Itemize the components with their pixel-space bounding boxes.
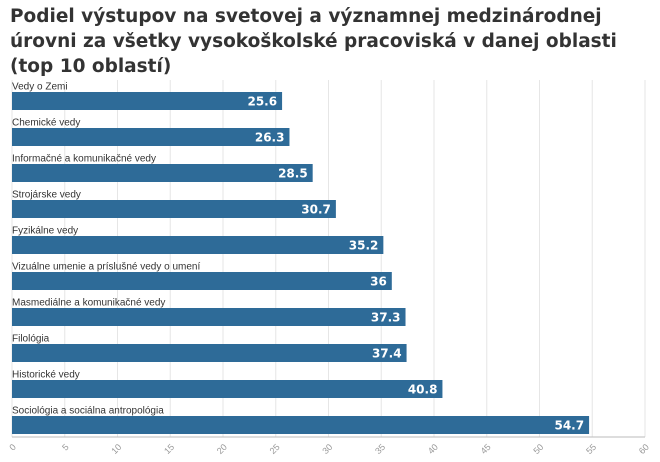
bar-value-label: 35.2 [349, 239, 379, 253]
x-tick-label: 40 [426, 442, 440, 456]
bar [12, 200, 336, 218]
bar [12, 272, 392, 290]
x-tick-label: 15 [162, 442, 176, 456]
category-label: Strojárske vedy [12, 190, 81, 201]
x-tick-label: 35 [373, 442, 387, 456]
bar-value-label: 37.3 [371, 311, 401, 325]
bar-value-label: 37.4 [372, 347, 402, 361]
bar [12, 344, 407, 362]
x-axis: 0 5 10 15 20 25 30 35 40 45 50 55 60 [7, 436, 651, 456]
x-tick-label: 45 [479, 442, 493, 456]
category-label: Sociológia a sociálna antropológia [12, 406, 164, 417]
bar-value-label: 26.3 [255, 131, 285, 145]
bar [12, 128, 290, 146]
x-tick-label: 5 [60, 442, 71, 453]
bar-value-label: 40.8 [408, 383, 438, 397]
category-label: Masmediálne a komunikačné vedy [12, 298, 165, 309]
bar-value-label: 54.7 [554, 419, 584, 433]
bar [12, 380, 443, 398]
category-label: Chemické vedy [12, 118, 80, 129]
x-tick-label: 30 [320, 442, 334, 456]
bar [12, 164, 313, 182]
category-label: Historické vedy [12, 370, 80, 381]
bar-value-label: 30.7 [301, 203, 331, 217]
chart-title: Podiel výstupov na svetovej a významnej … [10, 6, 617, 77]
x-tick-label: 25 [268, 442, 282, 456]
x-tick-label: 20 [215, 442, 229, 456]
x-tick-label: 60 [637, 442, 651, 456]
bar [12, 308, 406, 326]
x-tick-label: 0 [7, 442, 18, 453]
category-label: Fyzikálne vedy [12, 226, 78, 237]
category-label: Informačné a komunikačné vedy [12, 154, 156, 165]
x-tick-label: 10 [109, 442, 123, 456]
category-label: Vizuálne umenie a príslušné vedy o umení [12, 262, 200, 273]
x-tick-label: 55 [584, 442, 598, 456]
bar-value-label: 36 [370, 275, 387, 289]
x-tick-label: 50 [531, 442, 545, 456]
bar [12, 236, 384, 254]
bar-value-label: 28.5 [278, 167, 308, 181]
bar [12, 416, 590, 434]
bar [12, 92, 283, 110]
bars: Vedy o Zemi 25.6 Chemické vedy 26.3 Informač… [12, 82, 590, 434]
bar-value-label: 25.6 [247, 95, 277, 109]
category-label: Filológia [12, 334, 50, 345]
category-label: Vedy o Zemi [12, 82, 68, 93]
